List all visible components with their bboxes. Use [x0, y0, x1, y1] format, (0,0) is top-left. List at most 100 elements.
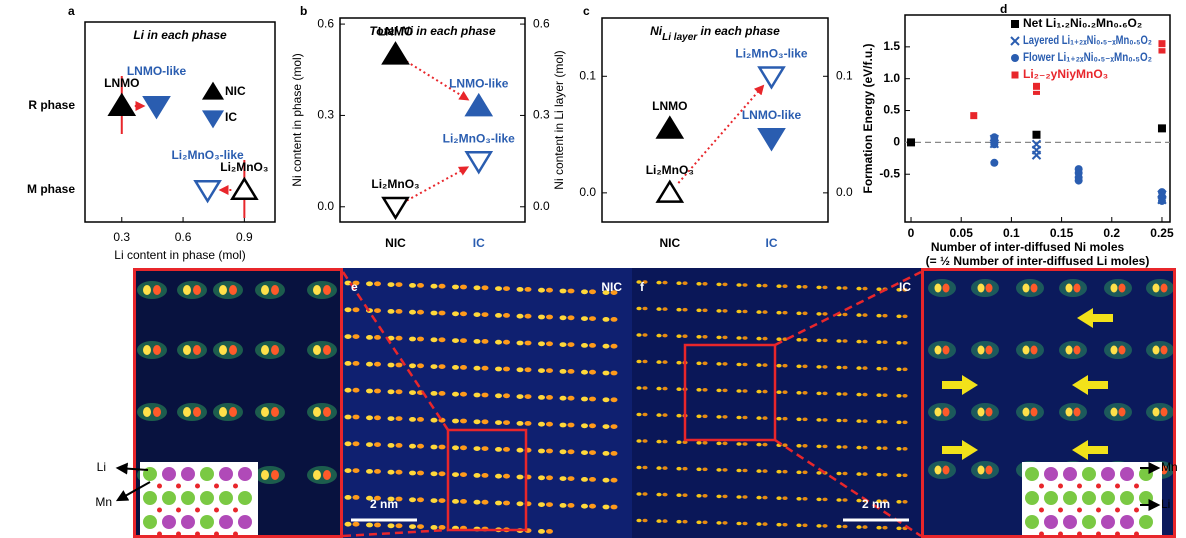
- atom-column: [676, 334, 681, 338]
- atom-column: [762, 337, 767, 341]
- point-label: Li₂MnO₃-like: [171, 148, 244, 162]
- atom-column: [503, 286, 510, 291]
- crystal-atom: [214, 484, 219, 489]
- atom-column: [836, 286, 841, 290]
- atom-column: [409, 444, 416, 449]
- atom-column: [417, 337, 424, 342]
- crystal-atom: [1082, 491, 1096, 505]
- x-category-label: IC: [766, 236, 778, 250]
- x-tick-label: 0: [908, 226, 915, 240]
- atom-column: [896, 474, 901, 478]
- atom-column: [439, 311, 446, 316]
- y-axis-label: Ni content in phase (mol): [290, 53, 304, 186]
- atom-column: [736, 442, 741, 446]
- atom-column: [261, 285, 269, 295]
- atom-column: [1066, 408, 1073, 417]
- atom-column: [313, 285, 321, 295]
- atom-column: [431, 498, 438, 503]
- panel-letter: a: [68, 4, 75, 18]
- atom-column: [482, 446, 489, 451]
- atom-halo: [307, 403, 337, 421]
- atom-column: [762, 443, 767, 447]
- marker: [383, 198, 407, 218]
- atom-column: [736, 389, 741, 393]
- atom-column: [581, 343, 588, 348]
- atom-column: [366, 362, 373, 367]
- atom-column: [538, 395, 545, 400]
- atom-column: [836, 339, 841, 343]
- crystal-atom: [1139, 515, 1153, 529]
- atom-column: [611, 317, 618, 322]
- atom-column: [642, 307, 647, 311]
- atom-column: [696, 468, 701, 472]
- marker: [1075, 177, 1083, 185]
- atom-column: [856, 499, 861, 503]
- legend-marker: [1011, 54, 1019, 62]
- atom-column: [776, 470, 781, 474]
- atom-column: [517, 501, 524, 506]
- atom-column: [396, 336, 403, 341]
- atom-halo: [1016, 403, 1044, 421]
- atom-column: [876, 526, 881, 530]
- atom-column: [568, 449, 575, 454]
- y-tick-label: 0.1: [579, 68, 596, 82]
- point-label: LNMO: [652, 99, 687, 113]
- atom-column: [896, 315, 901, 319]
- atom-column: [836, 525, 841, 529]
- atom-column: [978, 466, 985, 475]
- panel-label: NIC: [601, 280, 622, 294]
- atom-column: [345, 334, 352, 339]
- atom-column: [589, 477, 596, 482]
- atom-column: [1119, 408, 1126, 417]
- atom-column: [581, 316, 588, 321]
- atom-column: [796, 471, 801, 475]
- atom-halo: [1059, 341, 1087, 359]
- crystal-atom: [1082, 515, 1096, 529]
- crystal-atom: [1115, 484, 1120, 489]
- x-tick-label: 0.3: [113, 230, 130, 244]
- marker: [990, 140, 998, 148]
- atom-halo: [213, 403, 243, 421]
- atom-column: [353, 334, 360, 339]
- atom-column: [388, 443, 395, 448]
- atom-column: [503, 447, 510, 452]
- atom-column: [762, 522, 767, 526]
- atom-column: [345, 307, 352, 312]
- atom-column: [517, 448, 524, 453]
- atom-column: [452, 311, 459, 316]
- crystal-atom: [176, 484, 181, 489]
- atom-column: [313, 470, 321, 480]
- atom-halo: [1059, 279, 1087, 297]
- atom-column: [560, 289, 567, 294]
- atom-column: [876, 367, 881, 371]
- atom-column: [896, 527, 901, 531]
- marker: [970, 112, 978, 120]
- atom-column: [876, 287, 881, 291]
- atom-column: [802, 444, 807, 448]
- atom-column: [345, 468, 352, 473]
- crystal-atom: [233, 532, 238, 537]
- atom-column: [796, 312, 801, 316]
- atom-column: [183, 345, 191, 355]
- atom-column: [503, 501, 510, 506]
- atom-column: [1119, 284, 1126, 293]
- x-tick-label: 0.1: [1003, 226, 1020, 240]
- atom-column: [611, 505, 618, 510]
- atom-column: [702, 468, 707, 472]
- atom-column: [716, 389, 721, 393]
- atom-column: [796, 365, 801, 369]
- plot-frame: [340, 18, 525, 222]
- atom-column: [525, 367, 532, 372]
- atom-column: [396, 363, 403, 368]
- atom-column: [876, 473, 881, 477]
- atom-column: [388, 523, 395, 528]
- atom-column: [568, 342, 575, 347]
- atom-halo: [1146, 279, 1174, 297]
- atom-column: [756, 443, 761, 447]
- atom-column: [366, 469, 373, 474]
- atom-column: [736, 416, 741, 420]
- atom-column: [388, 389, 395, 394]
- legend-label: Flower Li₁₊₂ₓNi₀.₅₋ₓMn₀.₅O₂: [1023, 50, 1152, 64]
- atom-column: [636, 466, 641, 470]
- atom-column: [822, 445, 827, 449]
